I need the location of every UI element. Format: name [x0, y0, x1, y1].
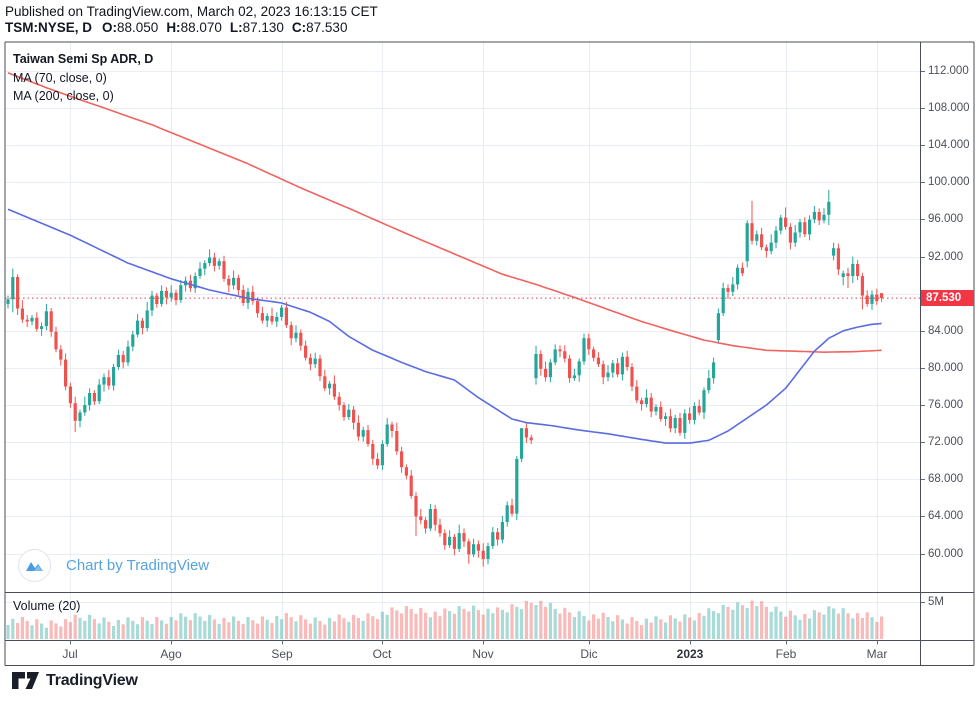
chart-frame — [4, 41, 975, 666]
volume-bars-layer — [6, 600, 884, 639]
open-label: O: — [102, 20, 118, 35]
close-value: 87.530 — [306, 20, 348, 35]
low-label: L: — [229, 20, 243, 35]
tradingview-footer-logo[interactable]: TradingView — [12, 671, 138, 690]
published-line: Published on TradingView.com, March 02, … — [5, 4, 378, 19]
high-label: H: — [166, 20, 181, 35]
high-value: 88.070 — [180, 20, 222, 35]
open-value: 88.050 — [117, 20, 159, 35]
grid-layer — [5, 42, 920, 639]
close-label: C: — [291, 20, 307, 35]
footer-logo-text: TradingView — [46, 671, 138, 689]
symbol-name: TSM:NYSE, D — [5, 20, 93, 35]
tradingview-cloud-logo-icon — [18, 549, 51, 582]
tradingview-watermark[interactable]: Chart by TradingView — [18, 549, 209, 582]
ma200-line — [7, 72, 882, 353]
tradingview-tv-glyph-icon — [12, 672, 39, 689]
low-value: 87.130 — [242, 20, 284, 35]
candles-layer — [6, 189, 884, 567]
ma70-line — [7, 208, 882, 444]
symbol-ohlc-line: TSM:NYSE, D O:88.050 H:88.070 L:87.130 C:87.… — [5, 20, 355, 35]
watermark-text[interactable]: Chart by TradingView — [66, 557, 210, 574]
